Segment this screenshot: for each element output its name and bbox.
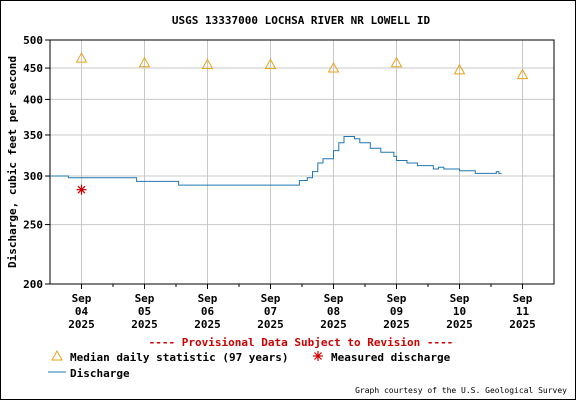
x-tick-label: Sep xyxy=(261,292,281,305)
x-tick-label: 2025 xyxy=(257,318,284,331)
y-tick-label: 250 xyxy=(23,219,43,232)
x-tick-label: Sep xyxy=(324,292,344,305)
x-tick-label: 2025 xyxy=(320,318,347,331)
legend-discharge-label: Discharge xyxy=(70,367,130,380)
x-tick-label: 11 xyxy=(516,305,530,318)
x-tick-label: 2025 xyxy=(131,318,158,331)
median-point xyxy=(453,63,466,75)
y-tick-label: 500 xyxy=(23,34,43,47)
x-tick-label: Sep xyxy=(513,292,533,305)
measured-point xyxy=(76,184,87,195)
x-axis: Sep042025Sep052025Sep062025Sep072025Sep0… xyxy=(68,284,536,331)
x-tick-label: 04 xyxy=(75,305,89,318)
median-point xyxy=(201,58,214,70)
credit-text: Graph courtesy of the U.S. Geological Su… xyxy=(355,386,567,395)
x-tick-label: Sep xyxy=(198,292,218,305)
x-tick-label: 09 xyxy=(390,305,403,318)
median-point xyxy=(75,52,88,63)
x-tick-label: Sep xyxy=(450,292,470,305)
y-tick-label: 200 xyxy=(23,278,43,291)
legend-measured-symbol xyxy=(313,351,323,361)
grid xyxy=(50,40,554,284)
x-tick-label: 2025 xyxy=(194,318,221,331)
chart-title: USGS 13337000 LOCHSA RIVER NR LOWELL ID xyxy=(172,14,431,27)
legend-median-label: Median daily statistic (97 years) xyxy=(70,351,289,364)
median-point xyxy=(138,56,151,68)
series-layer xyxy=(50,52,529,195)
x-tick-label: 2025 xyxy=(68,318,95,331)
x-tick-label: Sep xyxy=(135,292,155,305)
x-tick-label: 2025 xyxy=(509,318,536,331)
x-tick-label: Sep xyxy=(72,292,92,305)
median-point xyxy=(327,62,340,73)
median-point xyxy=(516,68,529,80)
x-tick-label: Sep xyxy=(387,292,407,305)
y-axis-label: Discharge, cubic feet per second xyxy=(6,56,19,268)
y-tick-label: 300 xyxy=(23,170,43,183)
x-tick-label: 05 xyxy=(138,305,151,318)
median-point xyxy=(390,56,403,68)
y-axis: 200 250 300 350 400 450 500 xyxy=(23,34,50,291)
x-tick-label: 2025 xyxy=(383,318,410,331)
x-tick-label: 08 xyxy=(327,305,340,318)
legend-measured-label: Measured discharge xyxy=(331,351,451,364)
discharge-line xyxy=(50,136,502,186)
y-tick-label: 350 xyxy=(23,129,43,142)
y-tick-label: 400 xyxy=(23,93,43,106)
x-tick-label: 06 xyxy=(201,305,215,318)
x-tick-label: 07 xyxy=(264,305,277,318)
x-tick-label: 10 xyxy=(453,305,466,318)
y-tick-label: 450 xyxy=(23,62,43,75)
provisional-data-note: ---- Provisional Data Subject to Revisio… xyxy=(149,336,454,349)
legend: Median daily statistic (97 years) Measure… xyxy=(48,349,451,380)
x-tick-label: 2025 xyxy=(446,318,473,331)
legend-median-symbol xyxy=(51,349,63,361)
median-point xyxy=(264,58,277,70)
